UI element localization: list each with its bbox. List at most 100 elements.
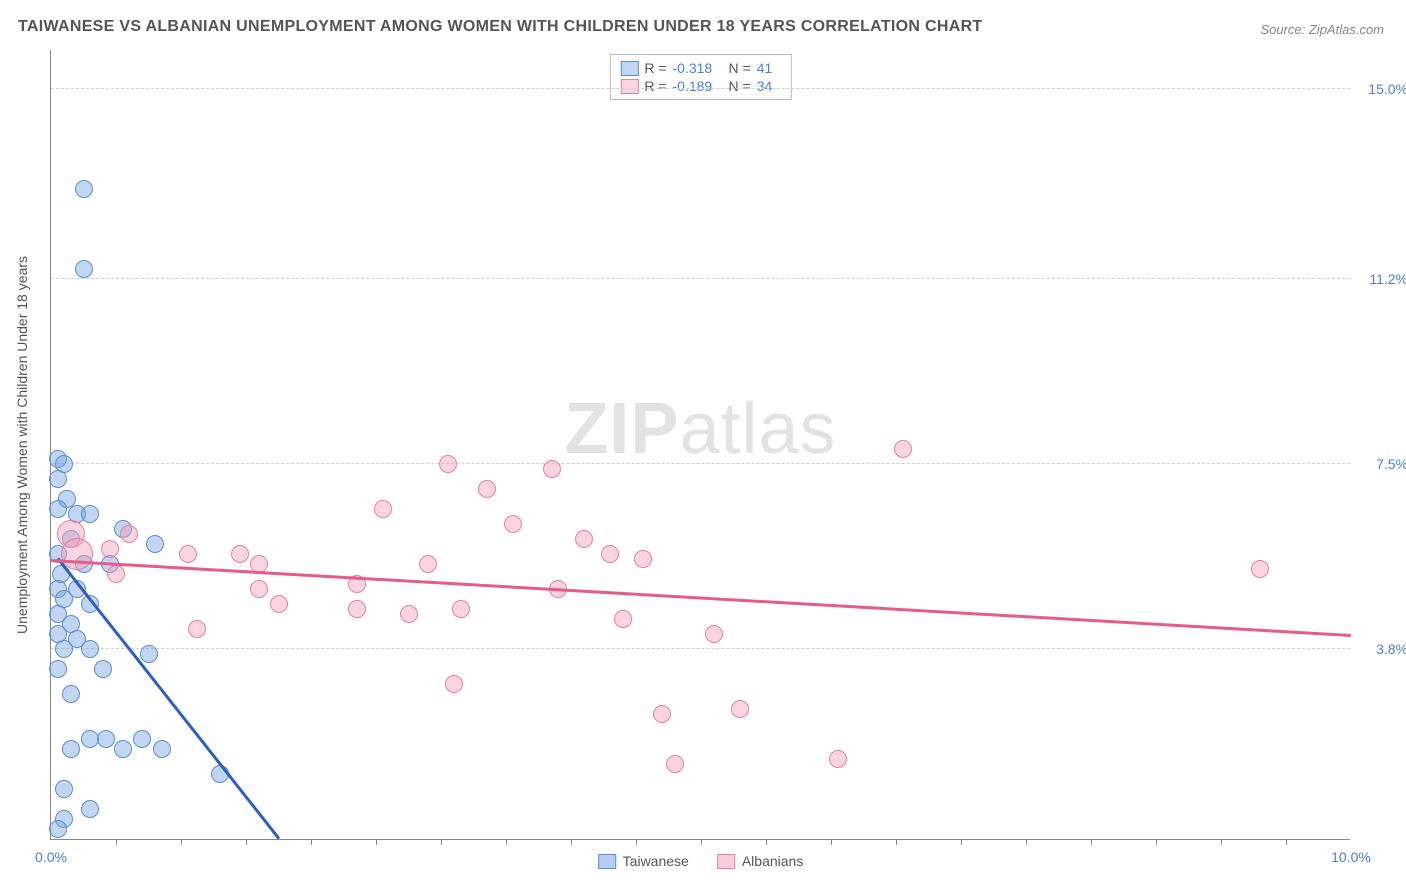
scatter-point bbox=[439, 455, 457, 473]
x-tick bbox=[831, 839, 832, 845]
scatter-point bbox=[55, 640, 73, 658]
legend-label: Albanians bbox=[742, 853, 804, 869]
scatter-point bbox=[666, 755, 684, 773]
watermark-bold: ZIP bbox=[564, 389, 679, 469]
legend-swatch bbox=[598, 854, 616, 869]
y-tick-label: 11.2% bbox=[1358, 271, 1406, 287]
legend-item: Albanians bbox=[717, 853, 804, 869]
scatter-point bbox=[653, 705, 671, 723]
x-tick bbox=[246, 839, 247, 845]
legend-row: R = -0.318 N = 41 bbox=[620, 59, 780, 77]
scatter-point bbox=[120, 525, 138, 543]
x-tick bbox=[1091, 839, 1092, 845]
scatter-point bbox=[601, 545, 619, 563]
scatter-point bbox=[55, 780, 73, 798]
x-tick bbox=[506, 839, 507, 845]
scatter-point bbox=[75, 260, 93, 278]
scatter-point bbox=[250, 580, 268, 598]
y-tick-label: 7.5% bbox=[1358, 456, 1406, 472]
x-tick bbox=[181, 839, 182, 845]
scatter-point bbox=[49, 820, 67, 838]
legend-label: Taiwanese bbox=[623, 853, 689, 869]
scatter-point bbox=[97, 730, 115, 748]
legend-swatch bbox=[620, 79, 638, 94]
scatter-point bbox=[140, 645, 158, 663]
x-tick bbox=[1156, 839, 1157, 845]
x-tick bbox=[441, 839, 442, 845]
legend-r-label: R = bbox=[644, 78, 666, 94]
scatter-point bbox=[400, 605, 418, 623]
x-tick bbox=[116, 839, 117, 845]
legend-n-value: 34 bbox=[757, 78, 781, 94]
x-tick bbox=[311, 839, 312, 845]
scatter-point bbox=[1251, 560, 1269, 578]
trend-line bbox=[51, 559, 1351, 636]
scatter-point bbox=[101, 540, 119, 558]
legend-n-value: 41 bbox=[757, 60, 781, 76]
scatter-point bbox=[543, 460, 561, 478]
x-tick bbox=[376, 839, 377, 845]
scatter-point bbox=[188, 620, 206, 638]
x-tick bbox=[1286, 839, 1287, 845]
y-tick-label: 3.8% bbox=[1358, 641, 1406, 657]
scatter-point bbox=[504, 515, 522, 533]
scatter-point bbox=[61, 538, 93, 570]
legend-r-value: -0.318 bbox=[673, 60, 723, 76]
x-tick bbox=[1026, 839, 1027, 845]
plot-area: ZIPatlas R =-0.318N =41R =-0.189N =34 Ta… bbox=[50, 50, 1350, 840]
scatter-point bbox=[634, 550, 652, 568]
y-axis-title: Unemployment Among Women with Children U… bbox=[14, 256, 30, 634]
scatter-point bbox=[374, 500, 392, 518]
scatter-point bbox=[153, 740, 171, 758]
watermark-light: atlas bbox=[679, 389, 836, 469]
scatter-point bbox=[94, 660, 112, 678]
scatter-point bbox=[705, 625, 723, 643]
scatter-point bbox=[419, 555, 437, 573]
scatter-point bbox=[49, 660, 67, 678]
scatter-point bbox=[81, 505, 99, 523]
x-tick bbox=[896, 839, 897, 845]
x-tick bbox=[961, 839, 962, 845]
x-tick bbox=[636, 839, 637, 845]
gridline bbox=[51, 88, 1350, 89]
x-tick-label: 0.0% bbox=[35, 849, 67, 865]
scatter-point bbox=[49, 500, 67, 518]
scatter-point bbox=[452, 600, 470, 618]
scatter-point bbox=[81, 800, 99, 818]
legend-row: R = -0.189 N = 34 bbox=[620, 77, 780, 95]
correlation-legend: R = -0.318 N = 41 R = -0.189 N = 34 bbox=[609, 54, 791, 100]
scatter-point bbox=[445, 675, 463, 693]
x-tick bbox=[766, 839, 767, 845]
scatter-point bbox=[49, 470, 67, 488]
scatter-point bbox=[270, 595, 288, 613]
legend-r-value: -0.189 bbox=[673, 78, 723, 94]
legend-n-label: N = bbox=[729, 78, 751, 94]
x-tick bbox=[1221, 839, 1222, 845]
chart-title: TAIWANESE VS ALBANIAN UNEMPLOYMENT AMONG… bbox=[18, 18, 983, 36]
scatter-point bbox=[731, 700, 749, 718]
scatter-point bbox=[114, 740, 132, 758]
legend-n-label: N = bbox=[729, 60, 751, 76]
x-tick-label: 10.0% bbox=[1331, 849, 1371, 865]
legend-item: Taiwanese bbox=[598, 853, 689, 869]
trend-line bbox=[57, 557, 280, 839]
scatter-point bbox=[478, 480, 496, 498]
scatter-point bbox=[81, 640, 99, 658]
legend-r-label: R = bbox=[644, 60, 666, 76]
y-tick-label: 15.0% bbox=[1358, 81, 1406, 97]
scatter-point bbox=[133, 730, 151, 748]
scatter-point bbox=[829, 750, 847, 768]
legend-swatch bbox=[620, 61, 638, 76]
scatter-point bbox=[231, 545, 249, 563]
series-legend: Taiwanese Albanians bbox=[598, 853, 804, 869]
source-attribution: Source: ZipAtlas.com bbox=[1260, 22, 1384, 37]
scatter-point bbox=[146, 535, 164, 553]
scatter-point bbox=[894, 440, 912, 458]
scatter-point bbox=[75, 180, 93, 198]
gridline bbox=[51, 648, 1350, 649]
legend-swatch bbox=[717, 854, 735, 869]
scatter-point bbox=[62, 740, 80, 758]
scatter-point bbox=[614, 610, 632, 628]
scatter-point bbox=[575, 530, 593, 548]
scatter-point bbox=[107, 565, 125, 583]
